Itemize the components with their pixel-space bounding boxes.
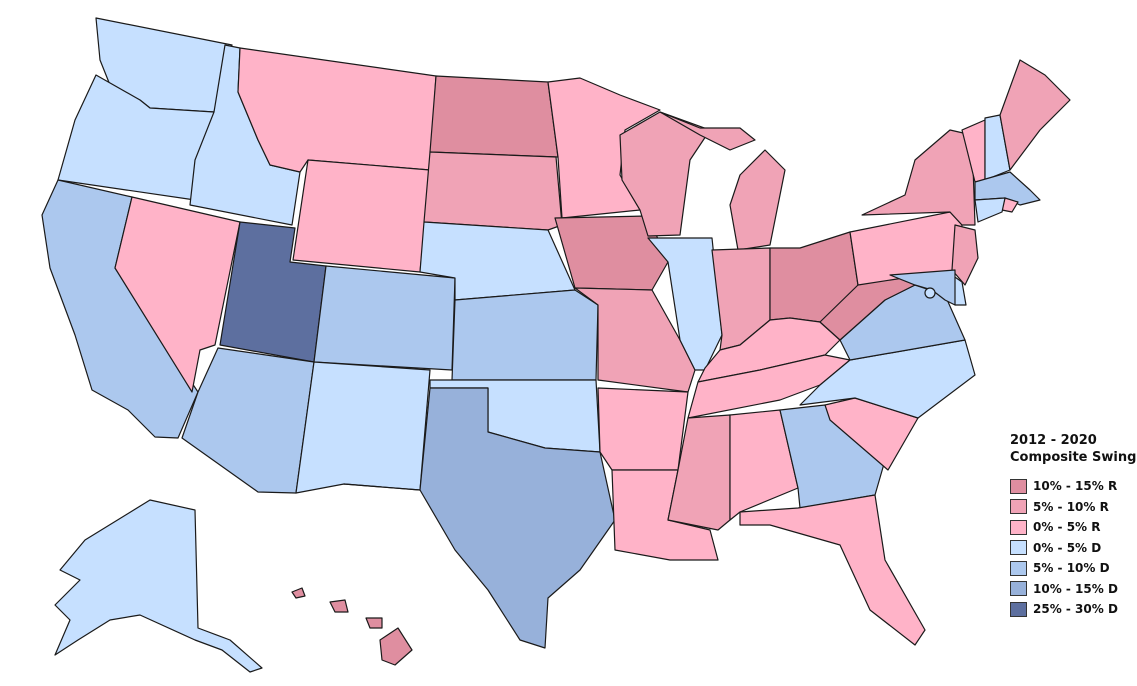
state-connecticut (974, 197, 1006, 223)
legend-swatch (1010, 478, 1027, 494)
state-district-of-columbia (924, 287, 936, 299)
state-new-jersey (951, 224, 979, 286)
state-arizona (181, 347, 315, 494)
state-iowa (554, 215, 669, 291)
state-new-york (861, 129, 976, 226)
legend-item: 0% - 5% D (1010, 538, 1137, 559)
state-alaska (54, 499, 263, 673)
legend-title-line1: 2012 - 2020 (1010, 433, 1097, 448)
legend-label: 0% - 5% D (1033, 540, 1102, 555)
legend-label: 25% - 30% D (1033, 602, 1118, 617)
legend-label: 10% - 15% D (1033, 581, 1118, 596)
legend-label: 0% - 5% R (1033, 520, 1101, 535)
state-arkansas (597, 387, 689, 471)
state-kansas (451, 289, 599, 381)
state-missouri (574, 287, 696, 393)
state-new-mexico (295, 361, 431, 494)
legend-swatch (1010, 581, 1027, 597)
state-florida (739, 494, 926, 646)
legend-label: 5% - 10% D (1033, 561, 1110, 576)
state-montana (237, 47, 437, 173)
legend-item: 10% - 15% R (1010, 476, 1137, 497)
state-colorado (313, 265, 456, 371)
legend-item: 0% - 5% R (1010, 517, 1137, 538)
legend-swatch (1010, 540, 1027, 556)
legend-item: 10% - 15% D (1010, 579, 1137, 600)
legend-title: 2012 - 2020 Composite Swing (1010, 432, 1137, 466)
state-maryland (889, 269, 956, 306)
state-alabama (729, 409, 799, 521)
legend-title-line2: Composite Swing (1010, 450, 1137, 465)
legend-item: 5% - 10% D (1010, 558, 1137, 579)
legend-item: 5% - 10% R (1010, 497, 1137, 518)
state-texas (343, 387, 616, 649)
state-north-carolina (799, 339, 976, 419)
legend-label: 10% - 15% R (1033, 479, 1118, 494)
legend-item: 25% - 30% D (1010, 599, 1137, 620)
legend-swatch (1010, 519, 1027, 535)
legend-swatch (1010, 601, 1027, 617)
state-south-dakota (423, 151, 563, 231)
legend: 2012 - 2020 Composite Swing 10% - 15% R … (1010, 432, 1137, 620)
state-michigan (659, 111, 786, 251)
legend-swatch (1010, 499, 1027, 515)
state-maine (999, 59, 1071, 171)
legend-label: 5% - 10% R (1033, 499, 1109, 514)
state-wyoming (292, 159, 431, 273)
legend-swatch (1010, 560, 1027, 576)
state-hawaii (291, 587, 413, 666)
state-wisconsin (619, 111, 711, 237)
state-north-dakota (429, 75, 559, 158)
